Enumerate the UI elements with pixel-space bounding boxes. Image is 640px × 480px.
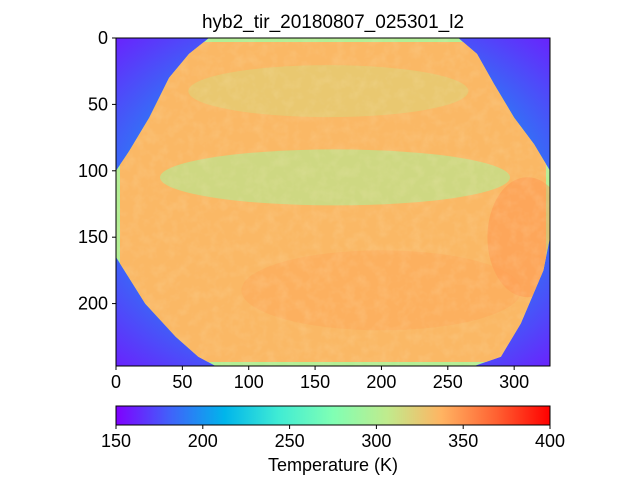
- colorbar-gradient: [115, 405, 551, 426]
- colorbar-tick-label: 350: [448, 431, 478, 451]
- x-axis: 0 50 100 150 200 250 300: [111, 366, 529, 392]
- colorbar-tick-label: 300: [361, 431, 391, 451]
- colorbar-tick-label: 250: [275, 431, 305, 451]
- colorbar-tick-label: 200: [188, 431, 218, 451]
- asteroid-body: [116, 38, 550, 366]
- plot-area: [116, 38, 550, 366]
- x-tick-label: 100: [234, 372, 264, 392]
- x-tick-label: 250: [433, 372, 463, 392]
- y-tick-label: 200: [78, 294, 108, 314]
- colorbar-tick-label: 150: [101, 431, 131, 451]
- colorbar: 150 200 250 300 350 400: [101, 405, 565, 451]
- colorbar-label: Temperature (K): [267, 455, 399, 475]
- y-tick-label: 150: [78, 227, 108, 247]
- y-tick-label: 100: [78, 161, 108, 181]
- x-tick-label: 50: [172, 372, 192, 392]
- plot-frame: [115, 37, 551, 367]
- colorbar-tick-label: 400: [535, 431, 565, 451]
- x-tick-label: 300: [499, 372, 529, 392]
- y-axis: 0 50 100 150 200: [78, 28, 116, 314]
- x-tick-label: 200: [366, 372, 396, 392]
- body-surface: [116, 38, 550, 366]
- surface-texture: [116, 38, 550, 366]
- chart-title: hyb2_tir_20180807_025301_l2: [201, 12, 465, 33]
- y-tick-label: 50: [88, 94, 108, 114]
- colorbar-ticks: 150 200 250 300 350 400: [101, 425, 565, 451]
- y-tick-label: 0: [98, 28, 108, 48]
- x-tick-label: 0: [111, 372, 121, 392]
- x-tick-label: 150: [300, 372, 330, 392]
